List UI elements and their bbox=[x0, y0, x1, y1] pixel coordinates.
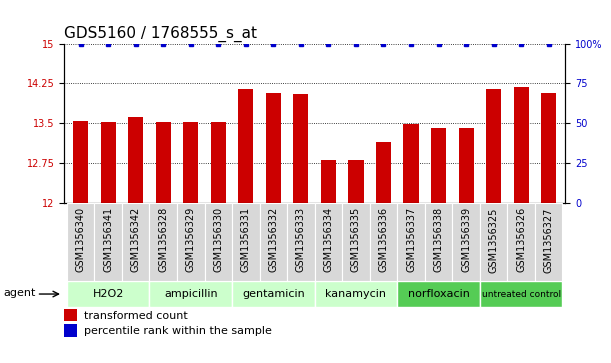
Text: transformed count: transformed count bbox=[84, 311, 188, 321]
Bar bbox=[458, 128, 474, 203]
Bar bbox=[211, 122, 226, 203]
Text: GSM1356340: GSM1356340 bbox=[76, 207, 86, 272]
Bar bbox=[67, 203, 95, 281]
Text: agent: agent bbox=[3, 288, 35, 298]
Bar bbox=[122, 203, 150, 281]
Bar bbox=[95, 203, 122, 281]
Bar bbox=[403, 125, 419, 203]
Text: GSM1356335: GSM1356335 bbox=[351, 207, 361, 273]
Bar bbox=[156, 122, 171, 203]
Bar bbox=[431, 128, 446, 203]
Text: ampicillin: ampicillin bbox=[164, 289, 218, 299]
Text: GSM1356330: GSM1356330 bbox=[213, 207, 223, 272]
Text: GSM1356342: GSM1356342 bbox=[131, 207, 141, 273]
Bar bbox=[452, 203, 480, 281]
Bar bbox=[486, 89, 501, 203]
Text: GSM1356337: GSM1356337 bbox=[406, 207, 416, 273]
Text: H2O2: H2O2 bbox=[92, 289, 124, 299]
Text: GSM1356332: GSM1356332 bbox=[268, 207, 279, 273]
Bar bbox=[150, 203, 177, 281]
Bar bbox=[535, 203, 562, 281]
Bar bbox=[150, 281, 232, 307]
Bar bbox=[480, 203, 507, 281]
Bar bbox=[514, 87, 529, 203]
Bar bbox=[177, 203, 205, 281]
Bar bbox=[287, 203, 315, 281]
Text: GSM1356329: GSM1356329 bbox=[186, 207, 196, 273]
Text: GSM1356333: GSM1356333 bbox=[296, 207, 306, 272]
Bar bbox=[397, 203, 425, 281]
Bar bbox=[507, 203, 535, 281]
Text: percentile rank within the sample: percentile rank within the sample bbox=[84, 326, 272, 335]
Bar bbox=[425, 203, 452, 281]
Text: GDS5160 / 1768555_s_at: GDS5160 / 1768555_s_at bbox=[64, 26, 257, 42]
Bar bbox=[64, 325, 77, 337]
Bar bbox=[342, 203, 370, 281]
Bar bbox=[266, 93, 281, 203]
Bar bbox=[67, 281, 150, 307]
Text: GSM1356336: GSM1356336 bbox=[378, 207, 389, 272]
Bar bbox=[128, 117, 144, 203]
Text: GSM1356339: GSM1356339 bbox=[461, 207, 471, 272]
Text: GSM1356327: GSM1356327 bbox=[544, 207, 554, 273]
Bar bbox=[315, 203, 342, 281]
Text: GSM1356341: GSM1356341 bbox=[103, 207, 113, 272]
Bar bbox=[541, 93, 556, 203]
Bar bbox=[370, 203, 397, 281]
Bar bbox=[232, 281, 315, 307]
Bar bbox=[397, 281, 480, 307]
Bar bbox=[205, 203, 232, 281]
Bar bbox=[73, 121, 88, 203]
Bar bbox=[480, 281, 562, 307]
Text: GSM1356331: GSM1356331 bbox=[241, 207, 251, 272]
Text: GSM1356328: GSM1356328 bbox=[158, 207, 168, 273]
Bar bbox=[348, 160, 364, 203]
Bar bbox=[183, 122, 199, 203]
Bar bbox=[293, 94, 309, 203]
Text: GSM1356326: GSM1356326 bbox=[516, 207, 526, 273]
Text: gentamicin: gentamicin bbox=[242, 289, 305, 299]
Bar bbox=[315, 281, 397, 307]
Text: kanamycin: kanamycin bbox=[326, 289, 387, 299]
Bar bbox=[238, 89, 254, 203]
Bar bbox=[260, 203, 287, 281]
Text: GSM1356325: GSM1356325 bbox=[489, 207, 499, 273]
Text: untreated control: untreated control bbox=[481, 290, 561, 298]
Text: GSM1356338: GSM1356338 bbox=[434, 207, 444, 272]
Text: GSM1356334: GSM1356334 bbox=[323, 207, 334, 272]
Text: norfloxacin: norfloxacin bbox=[408, 289, 469, 299]
Bar bbox=[232, 203, 260, 281]
Bar bbox=[101, 122, 115, 203]
Bar bbox=[64, 309, 77, 322]
Bar bbox=[321, 160, 336, 203]
Bar bbox=[376, 142, 391, 203]
